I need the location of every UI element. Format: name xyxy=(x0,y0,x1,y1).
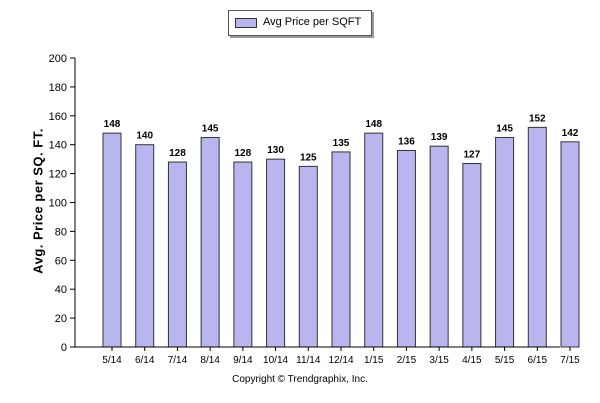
bar xyxy=(266,158,286,348)
x-tick-label: 3/15 xyxy=(429,355,449,366)
bar xyxy=(462,162,482,348)
bar xyxy=(527,126,547,348)
y-tick-label: 40 xyxy=(55,284,67,296)
y-tick-label: 0 xyxy=(61,342,67,354)
bar xyxy=(135,144,155,348)
bar xyxy=(233,161,253,348)
x-tick-label: 4/15 xyxy=(462,355,482,366)
bar xyxy=(200,136,220,348)
legend: Avg Price per SQFT xyxy=(228,10,372,36)
x-tick-label: 7/14 xyxy=(168,355,188,366)
data-label: 145 xyxy=(202,123,219,134)
x-tick-label: 1/15 xyxy=(364,355,384,366)
legend-label: Avg Price per SQFT xyxy=(263,16,362,28)
data-label: 128 xyxy=(169,148,186,159)
y-tick-label: 140 xyxy=(49,140,67,152)
data-label: 142 xyxy=(562,128,579,139)
y-tick-label: 100 xyxy=(49,198,67,210)
bar xyxy=(560,141,580,348)
bar xyxy=(495,136,515,348)
y-tick-label: 20 xyxy=(55,313,67,325)
y-tick-label: 60 xyxy=(55,255,67,267)
y-tick-label: 160 xyxy=(49,111,67,123)
data-label: 125 xyxy=(300,152,317,163)
x-tick-label: 9/14 xyxy=(233,355,253,366)
data-label: 128 xyxy=(235,148,252,159)
bar xyxy=(396,149,416,348)
y-tick-label: 180 xyxy=(49,82,67,94)
x-tick-label: 10/14 xyxy=(263,355,288,366)
x-tick-label: 7/15 xyxy=(560,355,580,366)
bar xyxy=(429,145,449,348)
bar xyxy=(364,132,384,348)
x-tick-label: 11/14 xyxy=(296,355,321,366)
data-label: 136 xyxy=(398,136,415,147)
data-label: 130 xyxy=(267,145,284,156)
x-tick-label: 12/14 xyxy=(328,355,353,366)
data-label: 148 xyxy=(104,119,121,130)
data-label: 140 xyxy=(136,131,153,142)
x-tick-label: 6/14 xyxy=(135,355,155,366)
data-label: 152 xyxy=(529,113,546,124)
bar xyxy=(102,132,122,348)
x-tick-label: 5/14 xyxy=(102,355,122,366)
bar xyxy=(298,165,318,348)
legend-swatch xyxy=(235,18,257,28)
x-tick-label: 2/15 xyxy=(397,355,417,366)
copyright-text: Copyright © Trendgraphix, Inc. xyxy=(232,374,368,385)
data-label: 127 xyxy=(464,149,481,160)
x-tick-label: 5/15 xyxy=(495,355,515,366)
y-tick-label: 80 xyxy=(55,226,67,238)
data-label: 148 xyxy=(365,119,382,130)
bar xyxy=(331,151,351,348)
y-tick-label: 200 xyxy=(49,53,67,65)
x-tick-label: 8/14 xyxy=(200,355,220,366)
bar xyxy=(167,161,187,348)
x-tick-label: 6/15 xyxy=(528,355,548,366)
data-label: 139 xyxy=(431,132,448,143)
data-label: 135 xyxy=(333,138,350,149)
data-label: 145 xyxy=(496,123,513,134)
y-tick-label: 120 xyxy=(49,169,67,181)
